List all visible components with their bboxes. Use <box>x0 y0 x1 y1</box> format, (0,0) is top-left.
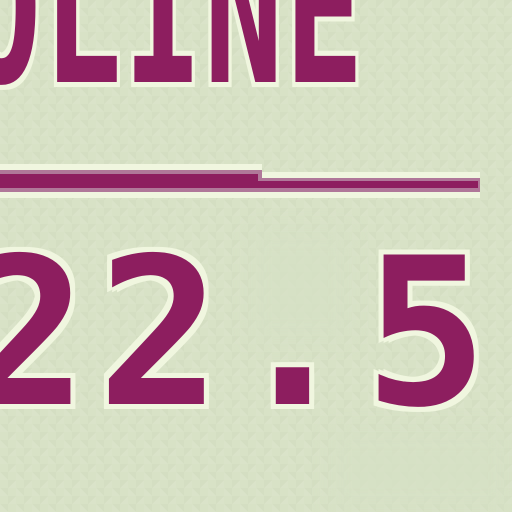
numeric-readout: 22.5 <box>0 215 498 453</box>
divider-line <box>0 164 480 198</box>
top-label-text: OLINE <box>0 0 366 131</box>
